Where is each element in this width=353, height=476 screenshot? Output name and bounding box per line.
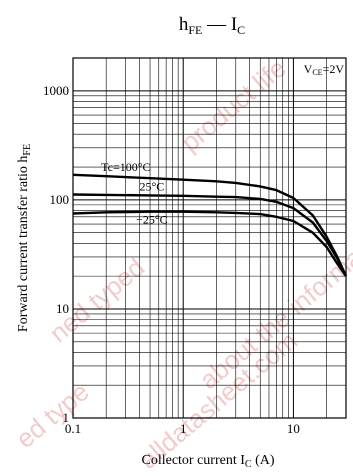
series-line-1 [72,193,348,277]
condition-value: =2V [323,62,345,76]
x-axis-label: Collector current IC (A) [141,453,274,470]
plot-frame [72,57,347,419]
xlabel-sub: C [245,459,252,470]
title-h-sub: FE [188,23,202,37]
series-label-1: 25°C [140,179,165,193]
y-tick-label: 10 [56,301,69,316]
condition-sub: CE [312,68,322,77]
series-label-0: Tc=100°C [101,160,150,174]
xlabel-unit: (A) [252,453,275,468]
ylabel-text: Forward current transfer ratio h [16,156,31,332]
condition-v: V [304,62,313,76]
y-tick-label: 1000 [43,83,69,98]
series-line-2 [72,210,347,277]
series-line-0 [72,173,348,277]
chart-title: hFE — IC [179,14,245,37]
grid [73,58,346,418]
y-axis-label: Forward current transfer ratio hFE [16,144,33,332]
y-tick-label: 1 [63,410,70,425]
series-group [72,173,348,277]
series-label-2: −25°C [136,213,168,227]
title-i: I [231,14,237,35]
title-dash: — [202,14,231,35]
x-tick-label: 0.1 [65,421,81,436]
x-tick-label: 1 [180,421,187,436]
title-h: h [179,14,189,35]
ylabel-sub: FE [22,144,33,156]
xlabel-text: Collector current I [141,453,245,468]
title-i-sub: C [237,23,245,37]
condition-label: VCE=2V [304,62,345,77]
x-tick-label: 10 [287,421,300,436]
y-tick-label: 100 [50,192,70,207]
